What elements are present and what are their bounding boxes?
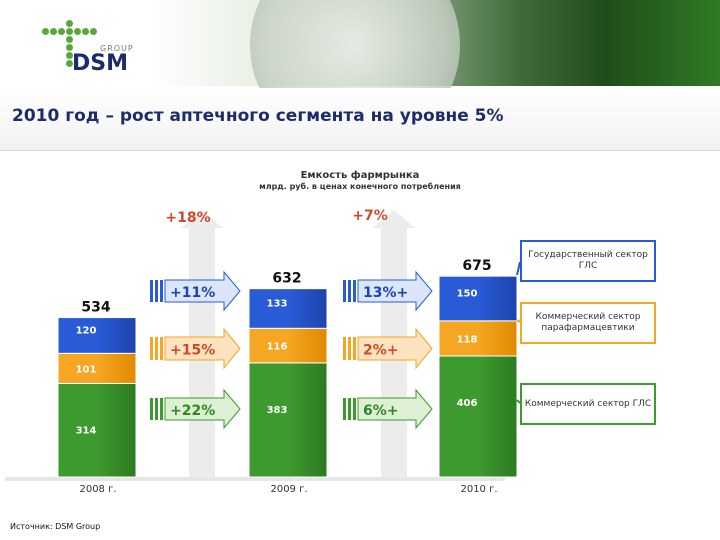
arrow-stripe (155, 337, 158, 360)
legend-gov: Государственный сектор ГЛС (520, 240, 656, 282)
logo-dsm-text: DSM (72, 51, 128, 76)
segment-growth-label: +22% (170, 403, 215, 419)
bar-value-label: 150 (457, 288, 478, 299)
arrow-stripe (353, 280, 356, 302)
total-growth-label: +18% (165, 210, 210, 226)
arrow-stripe (150, 337, 153, 360)
bar-value-label: 383 (267, 405, 288, 416)
page-title: 2010 год – рост аптечного сегмента на ур… (12, 106, 504, 126)
arrow-stripe (160, 398, 163, 420)
bar-segment (248, 327, 328, 364)
logo-group-text: GROUP (100, 44, 134, 53)
segment-growth-label: +15% (170, 343, 215, 359)
bar-segment (248, 362, 328, 478)
arrow-stripe (348, 337, 351, 360)
category-label: 2008 г. (79, 484, 116, 495)
source-note: Источник: DSM Group (10, 522, 101, 531)
arrow-stripe (160, 280, 163, 302)
category-label: 2009 г. (270, 484, 307, 495)
dsm-logo: GROUP DSM (40, 20, 150, 76)
bar-total-label: 534 (81, 300, 110, 316)
legend-connector (516, 399, 521, 404)
bar-segment (57, 382, 137, 478)
segment-growth-arrow (164, 327, 241, 370)
bar-segment (438, 275, 518, 322)
segment-growth-label: +11% (170, 285, 215, 301)
arrow-stripe (150, 280, 153, 302)
total-growth-label: +7% (352, 208, 388, 224)
legend-com-label: Коммерческий сектор ГЛС (524, 398, 652, 409)
bar-value-label: 118 (457, 334, 478, 345)
bar-total-label: 675 (462, 258, 491, 274)
bar-value-label: 406 (457, 398, 478, 409)
arrow-stripe (155, 398, 158, 420)
category-label: 2010 г. (460, 484, 497, 495)
arrow-stripe (348, 398, 351, 420)
bar-segment (438, 355, 518, 478)
arrow-stripe (343, 398, 346, 420)
bar-segment (438, 320, 518, 357)
chart-title: Емкость фармрынка (300, 170, 420, 181)
bar-segment (57, 352, 137, 384)
segment-growth-arrow (357, 388, 433, 430)
bar-value-label: 133 (267, 298, 288, 309)
bar-total-label: 632 (272, 271, 301, 287)
bar-value-label: 314 (76, 425, 97, 436)
arrow-stripe (353, 398, 356, 420)
chart-floor (5, 477, 505, 481)
segment-growth-arrow (164, 388, 241, 430)
segment-growth-arrow (164, 270, 241, 312)
arrow-stripe (353, 337, 356, 360)
arrow-stripe (343, 280, 346, 302)
arrow-stripe (348, 280, 351, 302)
legend-gov-label: Государственный сектор ГЛС (528, 250, 648, 271)
legend-connector (516, 261, 521, 276)
bar-segment (248, 288, 328, 329)
chart-subtitle: млрд. руб. в ценах конечного потребления (259, 182, 461, 191)
segment-growth-label: 13%+ (363, 285, 408, 301)
legend-para-label: Коммерческий сектор парафармацевтики (535, 312, 641, 333)
arrow-stripe (160, 337, 163, 360)
legend-connector (516, 319, 521, 323)
segment-growth-arrow (357, 327, 433, 370)
bar-segment (57, 317, 137, 354)
segment-growth-label: 2%+ (363, 343, 399, 359)
arrow-stripe (155, 280, 158, 302)
bar-value-label: 101 (76, 364, 97, 375)
legend-com: Коммерческий сектор ГЛС (520, 383, 656, 425)
segment-growth-arrow (357, 270, 433, 312)
bar-value-label: 116 (267, 342, 288, 353)
title-bar (0, 88, 720, 151)
bar-value-label: 120 (76, 325, 97, 336)
legend-para: Коммерческий сектор парафармацевтики (520, 302, 656, 344)
segment-growth-label: 6%+ (363, 403, 399, 419)
arrow-stripe (150, 398, 153, 420)
arrow-stripe (343, 337, 346, 360)
